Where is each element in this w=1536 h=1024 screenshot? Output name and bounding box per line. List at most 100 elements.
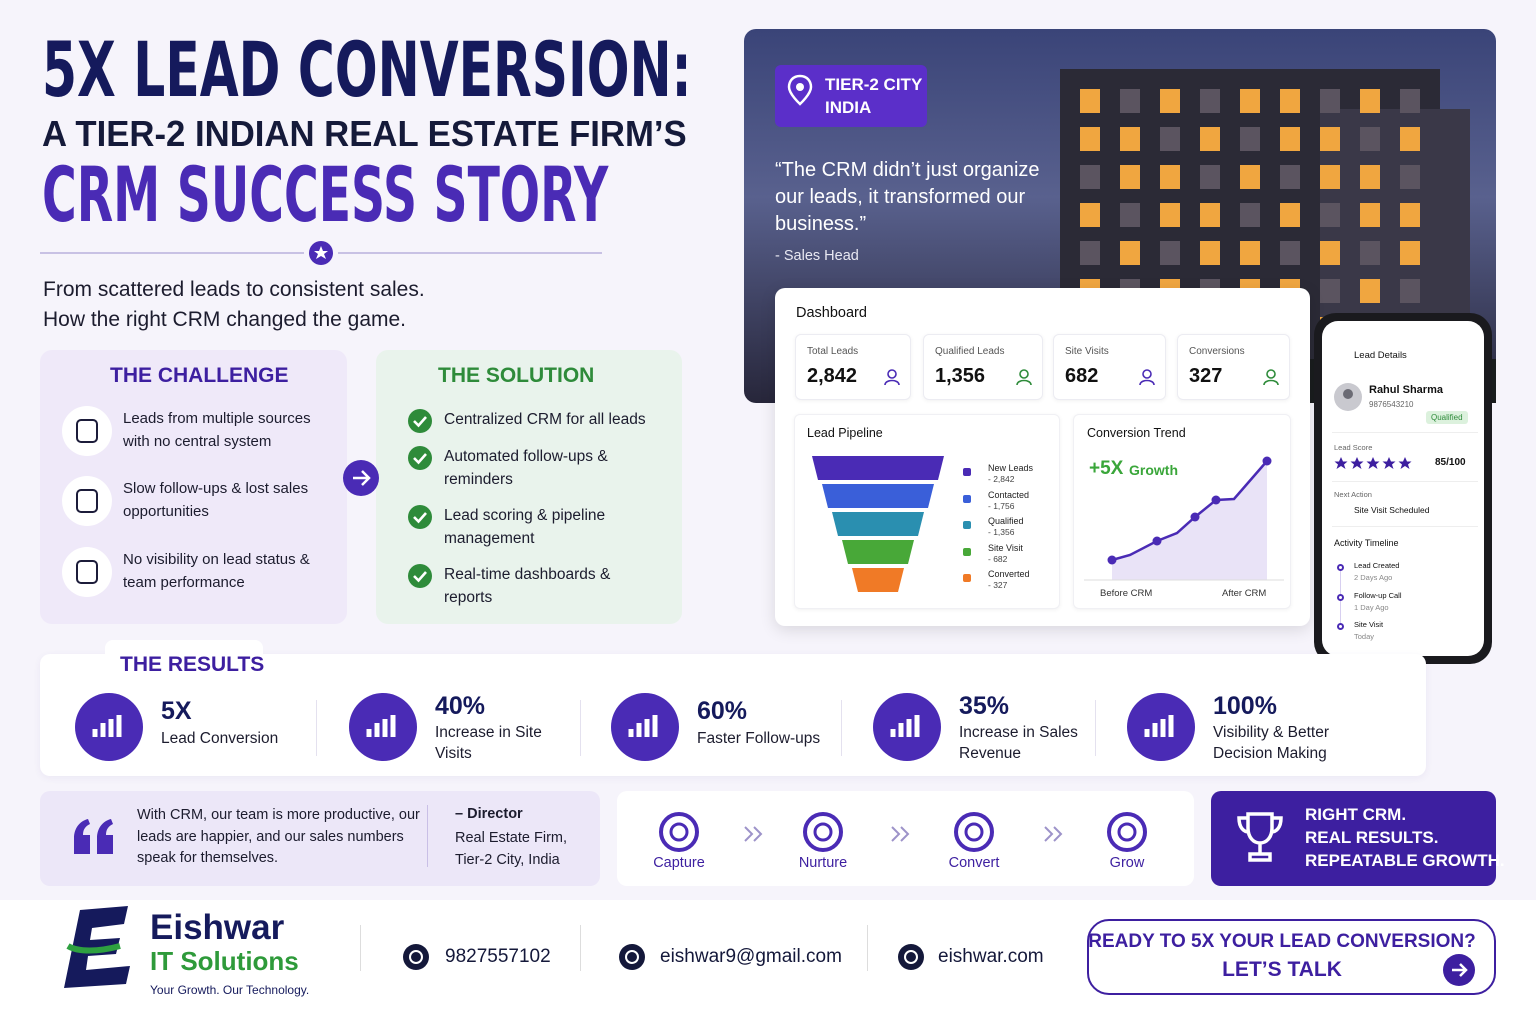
result-label: Faster Follow-ups (697, 730, 821, 747)
quote-icon (74, 819, 113, 854)
result-divider (841, 700, 842, 756)
phone-icon (403, 944, 429, 970)
result-value: 5X (161, 697, 192, 725)
window (1320, 279, 1340, 303)
dashboard-title: Dashboard (796, 305, 867, 321)
divider (40, 241, 602, 265)
process-panel (617, 791, 1194, 886)
stat-icon (1016, 369, 1032, 386)
result-divider (1095, 700, 1096, 756)
stage-name: Site Visit (988, 542, 1023, 553)
stat-label: Total Leads (807, 346, 859, 357)
window (1080, 203, 1100, 227)
step-label: Capture (653, 855, 705, 871)
check-icon (408, 446, 432, 470)
window (1280, 165, 1300, 189)
window (1200, 89, 1220, 113)
check-icon (408, 564, 432, 588)
step-icon (803, 812, 843, 852)
window (1120, 165, 1140, 189)
stage-name: Converted (988, 569, 1030, 579)
stat-icon (1139, 369, 1155, 386)
trend-point (1262, 456, 1272, 466)
step-glyph (1107, 812, 1147, 852)
window (1160, 203, 1180, 227)
cta-arrow (1443, 954, 1475, 986)
timeline-time: Today (1354, 632, 1375, 641)
phone-sep (1332, 432, 1478, 433)
chevron (1044, 826, 1063, 842)
window (1280, 241, 1300, 265)
timeline-title: Activity Timeline (1334, 538, 1399, 548)
step-glyph (964, 822, 984, 842)
check-circle (408, 564, 432, 588)
results-title: THE RESULTS (120, 653, 265, 676)
trend-x-label: Before CRM (1100, 588, 1153, 599)
star (1382, 457, 1396, 469)
window (1280, 89, 1300, 113)
testimonial-panel (40, 791, 600, 886)
stat-value: 327 (1189, 365, 1223, 387)
window (1400, 279, 1420, 303)
stat-label: Qualified Leads (935, 346, 1005, 357)
legend-swatch (963, 494, 971, 503)
result-label: Increase in Site Visits (435, 724, 542, 762)
window (1120, 241, 1140, 265)
timeline-event: Site Visit (1354, 620, 1384, 629)
contact-text: eishwar9@gmail.com (660, 946, 842, 967)
funnel (812, 456, 944, 592)
stat-card (795, 334, 911, 400)
stat-glyph (887, 369, 897, 379)
timeline-time: 2 Days Ago (1354, 573, 1393, 582)
subtitle: From scattered leads to consistent sales… (43, 278, 425, 301)
timeline-dot (1337, 564, 1344, 571)
hero-attribution: - Sales Head (775, 248, 859, 264)
star (1350, 457, 1364, 469)
footer-divider (867, 925, 868, 971)
window (1200, 165, 1220, 189)
chevron (891, 826, 910, 842)
cta-button[interactable] (1087, 919, 1496, 995)
check-mark (413, 571, 427, 583)
funnel-stage (812, 456, 944, 480)
chevron-glyph (891, 826, 910, 842)
stage-name: Qualified (988, 516, 1024, 526)
window (1080, 241, 1100, 265)
result-glyph (628, 715, 658, 737)
lead-name: Rahul Sharma (1369, 384, 1443, 396)
icon-circle (62, 547, 112, 597)
step-label: Nurture (798, 855, 848, 871)
window (1200, 127, 1220, 151)
stage-value: - 1,756 (988, 500, 1015, 511)
window (1080, 89, 1100, 113)
window (1400, 127, 1420, 151)
title-line-2: A TIER-2 INDIAN REAL ESTATE FIRM’S (42, 113, 687, 154)
result-icon (873, 693, 941, 761)
window (1400, 203, 1420, 227)
trend-area (1112, 461, 1267, 580)
window (1320, 203, 1340, 227)
window (1320, 241, 1340, 265)
window (1160, 89, 1180, 113)
contact-text: eishwar.com (938, 946, 1044, 967)
window (1160, 127, 1180, 151)
stat-card (1177, 334, 1290, 400)
badge-text: INDIA (825, 98, 872, 117)
challenge-icon (62, 476, 112, 526)
stars (1334, 457, 1412, 469)
stat-value: 1,356 (935, 365, 986, 387)
window (1080, 127, 1100, 151)
result-divider (580, 700, 581, 756)
icon-glyph (76, 419, 98, 443)
contact-text: 9827557102 (445, 946, 551, 967)
result-glyph (1144, 715, 1174, 737)
timeline-time: 1 Day Ago (1354, 602, 1389, 612)
result-label: Lead Conversion (161, 730, 279, 747)
result-value: 60% (697, 697, 748, 725)
result-glyph (366, 715, 396, 737)
window (1360, 279, 1380, 303)
window (1200, 241, 1220, 265)
stat-label: Site Visits (1065, 346, 1109, 357)
footer-divider (580, 925, 581, 971)
stat-value: 2,842 (807, 365, 858, 387)
